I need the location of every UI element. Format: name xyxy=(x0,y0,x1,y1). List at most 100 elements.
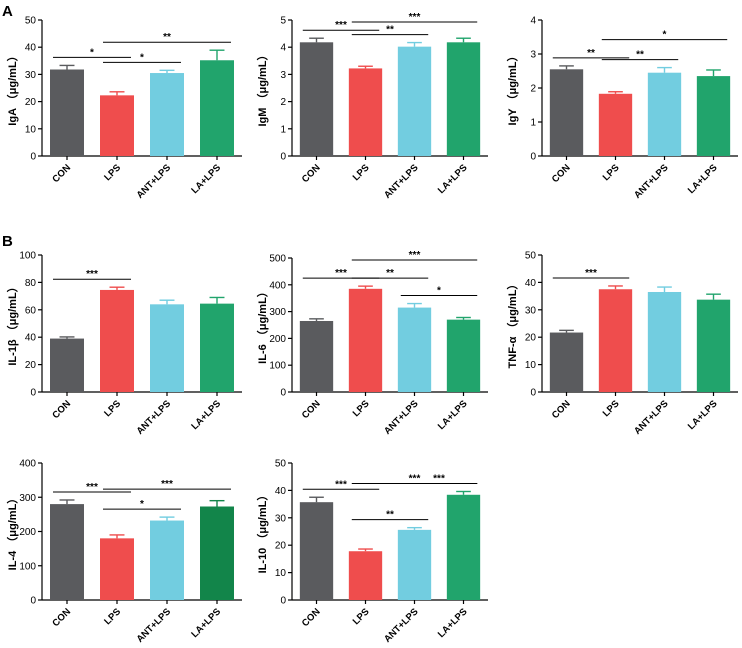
y-axis-title: IL-10 （μg/mL） xyxy=(256,490,269,574)
significance-label: ** xyxy=(163,32,171,43)
y-axis-title: IgY （μg/mL） xyxy=(506,51,519,126)
bar-lps xyxy=(598,93,633,156)
significance-label: *** xyxy=(409,12,421,23)
x-tick-label: ANT+LPS xyxy=(382,398,421,437)
y-axis-title: IgA （μg/mL） xyxy=(6,50,19,125)
panel-label-b: B xyxy=(2,233,13,250)
y-tick-label: 300 xyxy=(269,307,286,318)
x-tick-label: LPS xyxy=(102,398,123,419)
bar-con xyxy=(50,338,84,392)
x-tick-label: LPS xyxy=(351,398,372,419)
y-tick-label: 30 xyxy=(25,70,37,81)
y-axis-title: TNF-α （μg/mL） xyxy=(506,279,519,369)
x-tick-label: CON xyxy=(50,398,73,421)
bar-con xyxy=(299,42,334,156)
x-tick-label: ANT+LPS xyxy=(632,162,671,201)
bar-con xyxy=(299,502,334,600)
y-axis-title: IL-6 （μg/mL） xyxy=(256,286,269,364)
x-tick-label: ANT+LPS xyxy=(632,398,671,437)
significance-label: * xyxy=(140,52,144,63)
significance-label: *** xyxy=(409,473,421,484)
x-tick-label: CON xyxy=(50,162,73,185)
chart-il10: 0 10 20 30 40 50 IL-10 （μg/mL） CON LPS ANT+LPS LA+… xyxy=(256,459,488,645)
bar-la-lps xyxy=(446,319,481,392)
bar-la-lps xyxy=(446,494,481,600)
bar-con xyxy=(549,332,584,392)
x-tick-label: LA+LPS xyxy=(686,162,720,196)
y-tick-label: 2 xyxy=(530,84,536,95)
significance-label: *** xyxy=(335,20,347,31)
significance-label: ** xyxy=(636,50,644,61)
y-tick-label: 0 xyxy=(30,388,36,399)
significance-label: * xyxy=(437,286,441,297)
bar-la-lps xyxy=(696,299,731,392)
x-tick-label: ANT+LPS xyxy=(382,606,421,645)
x-tick-label: CON xyxy=(550,162,573,185)
bar-lps xyxy=(100,538,134,600)
significance-label: *** xyxy=(335,268,347,279)
bar-lps xyxy=(348,68,383,156)
y-tick-label: 3 xyxy=(530,50,536,61)
x-tick-label: LA+LPS xyxy=(436,606,470,640)
chart-il1b: 0 20 40 60 80 100 IL-1β （μg/mL） CON LPS ANT+LPS LA… xyxy=(6,251,242,437)
bar-lps xyxy=(100,289,134,392)
bar-la-lps xyxy=(200,303,234,392)
y-tick-label: 4 xyxy=(530,16,536,27)
significance-label: * xyxy=(90,47,94,58)
x-tick-label: CON xyxy=(300,162,323,185)
x-tick-label: LA+LPS xyxy=(189,398,223,432)
y-tick-label: 20 xyxy=(25,360,37,371)
y-tick-label: 50 xyxy=(275,459,287,470)
significance-label: *** xyxy=(86,269,98,280)
x-tick-label: LPS xyxy=(601,398,622,419)
bar-lps xyxy=(598,289,633,392)
significance-label: *** xyxy=(335,479,347,490)
bar-ant-lps xyxy=(150,520,184,600)
y-tick-label: 300 xyxy=(19,493,36,504)
significance-label: ** xyxy=(386,510,394,521)
y-tick-label: 30 xyxy=(275,513,287,524)
y-tick-label: 100 xyxy=(269,361,286,372)
bar-la-lps xyxy=(696,76,731,156)
bar-ant-lps xyxy=(150,73,184,156)
y-tick-label: 0 xyxy=(280,388,286,399)
x-tick-label: LA+LPS xyxy=(189,606,223,640)
y-tick-label: 100 xyxy=(19,251,36,262)
y-tick-label: 1 xyxy=(530,118,536,129)
bar-lps xyxy=(100,95,134,156)
significance-label: *** xyxy=(433,473,445,484)
x-tick-label: CON xyxy=(550,398,573,421)
y-axis-title: IL-4 （μg/mL） xyxy=(6,493,19,571)
x-tick-label: CON xyxy=(300,606,323,629)
x-tick-label: CON xyxy=(300,398,323,421)
y-tick-label: 3 xyxy=(280,70,286,81)
significance-label: *** xyxy=(585,268,597,279)
chart-tnfa: 0 10 20 30 40 50 TNF-α （μg/mL） CON LPS ANT+LPS LA+… xyxy=(506,251,738,437)
x-tick-label: LPS xyxy=(102,606,123,627)
x-tick-label: LPS xyxy=(601,162,622,183)
chart-il6: 0 100 200 300 400 500 IL-6 （μg/mL） CON LPS ANT+LP… xyxy=(256,250,488,437)
y-tick-label: 40 xyxy=(25,43,37,54)
y-tick-label: 50 xyxy=(525,251,537,262)
bar-con xyxy=(50,504,84,600)
chart-iga: 0 10 20 30 40 50 IgA （μg/mL） CON LPS ANT+LPS LA+LP… xyxy=(6,16,242,201)
x-tick-label: ANT+LPS xyxy=(135,162,174,201)
bar-la-lps xyxy=(200,60,234,157)
y-tick-label: 400 xyxy=(269,280,286,291)
y-tick-label: 30 xyxy=(525,305,537,316)
y-tick-label: 60 xyxy=(25,305,37,316)
bar-la-lps xyxy=(446,42,481,156)
bar-ant-lps xyxy=(397,529,432,600)
y-tick-label: 0 xyxy=(530,152,536,163)
y-tick-label: 20 xyxy=(275,541,287,552)
y-tick-label: 20 xyxy=(525,333,537,344)
bar-con xyxy=(50,69,84,156)
x-tick-label: LA+LPS xyxy=(436,398,470,432)
y-tick-label: 50 xyxy=(25,16,37,27)
significance-label: *** xyxy=(86,482,98,493)
bar-con xyxy=(299,320,334,392)
y-axis-title: IL-1β （μg/mL） xyxy=(6,281,19,365)
